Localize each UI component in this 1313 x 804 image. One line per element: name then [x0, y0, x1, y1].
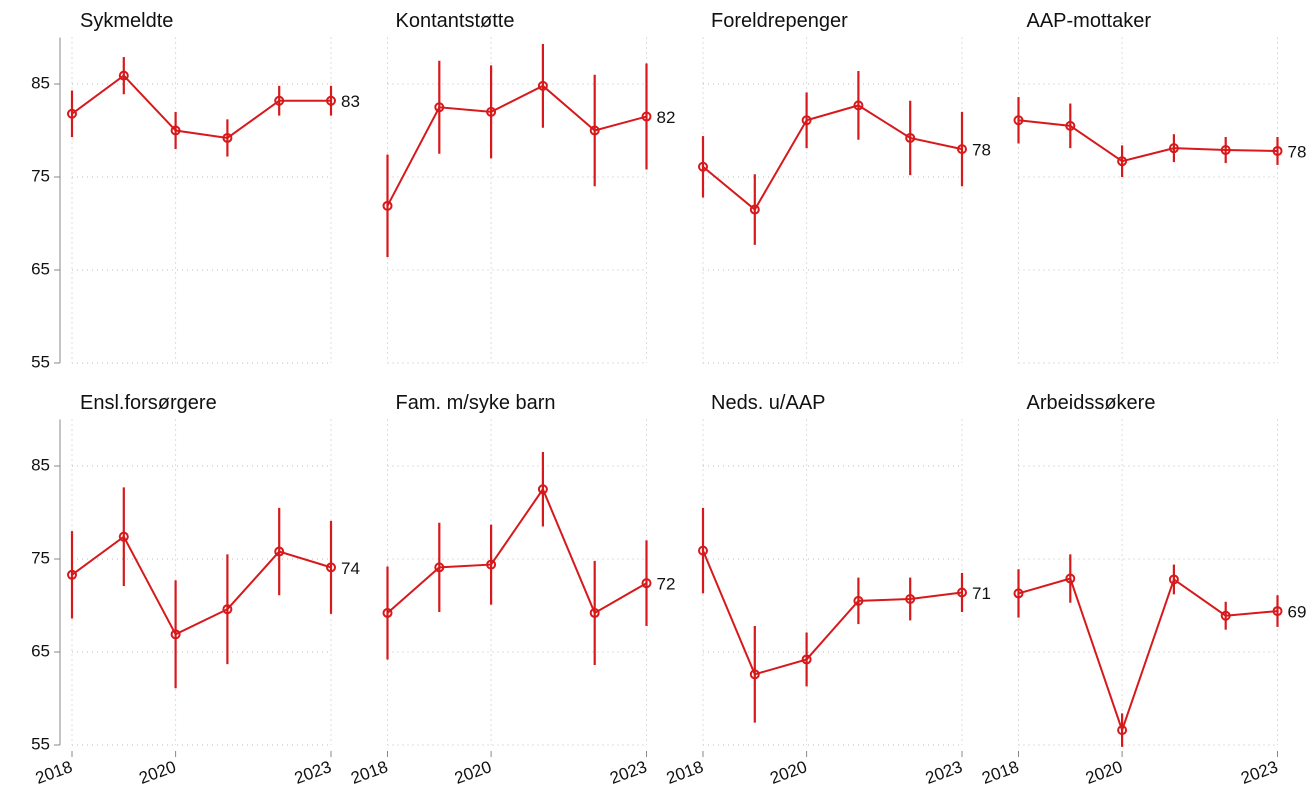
- data-point: [382, 200, 393, 211]
- data-point: [589, 607, 600, 618]
- data-point: [1272, 606, 1283, 617]
- data-point: [1220, 145, 1231, 156]
- data-point: [853, 100, 864, 111]
- x-tick-label: 2023: [923, 757, 965, 788]
- y-tick-label: 85: [31, 73, 50, 92]
- x-tick-label: 2018: [664, 757, 706, 788]
- data-point: [1168, 574, 1179, 585]
- data-line: [71, 74, 331, 139]
- data-line: [71, 535, 332, 636]
- x-tick-label: 2020: [1083, 757, 1125, 788]
- data-point: [1065, 573, 1076, 584]
- value-label: 78: [972, 141, 991, 160]
- data-point: [222, 132, 233, 143]
- y-tick-label: 65: [31, 259, 50, 278]
- value-label: 71: [972, 584, 991, 603]
- x-tick-label: 2018: [348, 757, 390, 788]
- data-line: [1018, 577, 1278, 734]
- data-point: [905, 593, 916, 604]
- data-point: [67, 569, 77, 580]
- data-point: [67, 108, 77, 119]
- data-point: [698, 161, 708, 172]
- data-line: [386, 487, 647, 615]
- data-point: [170, 125, 181, 136]
- y-tick-label: 65: [31, 641, 50, 660]
- data-point: [641, 111, 652, 122]
- data-point: [326, 562, 336, 573]
- data-point: [1272, 145, 1283, 156]
- panel-title: Arbeidssøkere: [1027, 392, 1156, 414]
- y-tick-label: 75: [31, 166, 50, 185]
- data-point: [537, 80, 548, 91]
- data-point: [434, 102, 445, 113]
- value-label: 83: [341, 92, 360, 111]
- data-point: [749, 204, 760, 215]
- data-point: [1013, 115, 1024, 126]
- data-point: [326, 95, 336, 106]
- data-point: [1065, 120, 1076, 131]
- panel-title: Ensl.forsørgere: [80, 392, 217, 414]
- data-point: [957, 144, 967, 155]
- data-point: [801, 115, 812, 126]
- data-point: [957, 587, 967, 598]
- data-point: [1117, 725, 1128, 736]
- y-tick-label: 85: [31, 455, 50, 474]
- x-tick-label: 2023: [292, 757, 334, 788]
- panel-title: Kontantstøtte: [396, 10, 515, 32]
- panel-title: Fam. m/syke barn: [396, 392, 556, 414]
- data-point: [589, 125, 600, 136]
- data-line: [702, 550, 963, 676]
- value-label: 82: [657, 108, 676, 127]
- value-label: 74: [341, 559, 360, 578]
- x-tick-label: 2020: [767, 757, 809, 788]
- y-tick-label: 75: [31, 548, 50, 567]
- y-tick-label: 55: [31, 352, 50, 371]
- data-line: [702, 104, 963, 212]
- data-point: [1168, 143, 1179, 154]
- data-point: [1013, 588, 1024, 599]
- data-point: [222, 604, 233, 615]
- data-point: [749, 669, 760, 680]
- panel-title: AAP-mottaker: [1027, 10, 1152, 32]
- x-tick-label: 2023: [607, 757, 649, 788]
- data-point: [434, 562, 445, 573]
- data-point: [274, 546, 285, 557]
- data-point: [1220, 610, 1231, 621]
- data-point: [170, 629, 181, 640]
- x-tick-label: 2023: [1238, 757, 1280, 788]
- data-line: [386, 84, 647, 207]
- value-label: 78: [1288, 142, 1307, 161]
- data-point: [698, 545, 708, 556]
- data-line: [1018, 119, 1278, 163]
- data-point: [853, 595, 864, 606]
- data-point: [486, 106, 497, 117]
- x-tick-label: 2020: [452, 757, 494, 788]
- panel-title: Foreldrepenger: [711, 10, 848, 32]
- data-point: [118, 70, 129, 81]
- data-point: [905, 132, 916, 143]
- data-point: [274, 95, 285, 106]
- data-point: [1117, 156, 1128, 167]
- data-point: [382, 607, 393, 618]
- x-tick-label: 2020: [136, 757, 178, 788]
- value-label: 72: [657, 575, 676, 594]
- y-tick-label: 55: [31, 734, 50, 753]
- panel-title: Neds. u/AAP: [711, 392, 826, 414]
- data-point: [801, 654, 812, 665]
- value-label: 69: [1288, 603, 1307, 622]
- panel-title: Sykmeldte: [80, 10, 173, 32]
- data-point: [537, 484, 548, 495]
- x-tick-label: 2018: [33, 757, 75, 788]
- x-tick-label: 2018: [979, 757, 1021, 788]
- data-point: [641, 578, 652, 589]
- data-point: [486, 559, 497, 570]
- data-point: [118, 531, 129, 542]
